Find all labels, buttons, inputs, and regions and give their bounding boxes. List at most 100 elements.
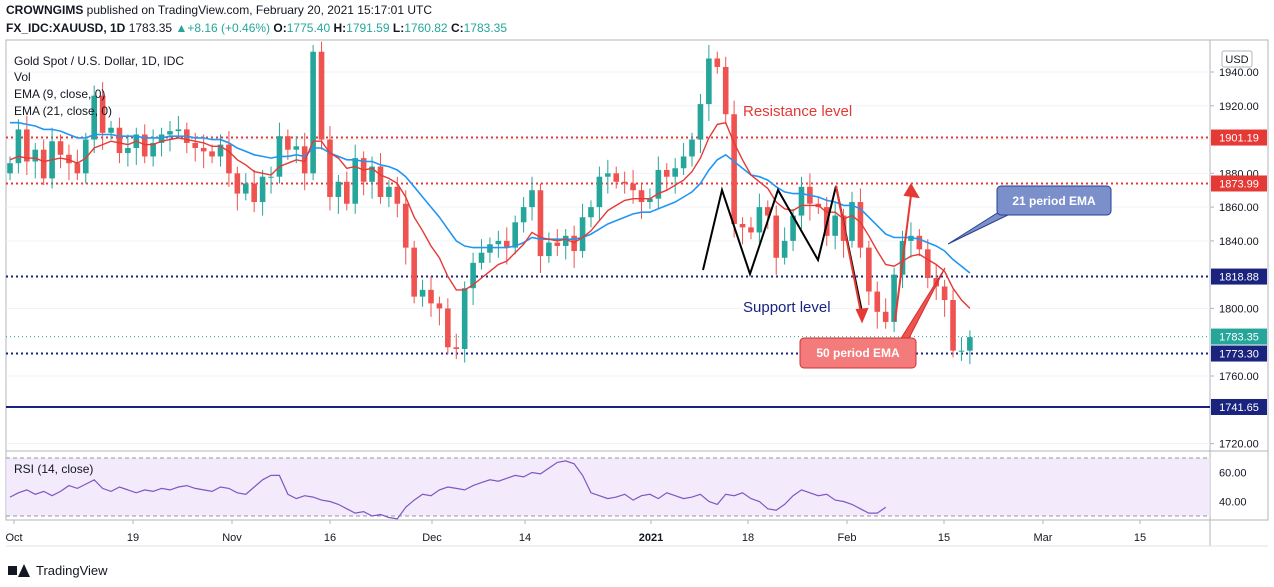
candle-body bbox=[529, 190, 535, 208]
candle-body bbox=[697, 104, 704, 140]
candle-body bbox=[874, 291, 881, 312]
price-tick: 1920.00 bbox=[1219, 101, 1259, 113]
candle-body bbox=[739, 224, 746, 228]
candle-body bbox=[562, 235, 569, 246]
price-label-box bbox=[1211, 345, 1267, 362]
ema50-pointer bbox=[899, 267, 946, 345]
candle-body bbox=[125, 148, 131, 154]
price-label: 1783.35 bbox=[1219, 332, 1259, 344]
rsi-panel bbox=[6, 457, 1210, 517]
candle-body bbox=[832, 215, 838, 236]
candle-body bbox=[7, 163, 13, 174]
candle-body bbox=[74, 163, 81, 174]
rsi-line bbox=[9, 460, 887, 520]
candle-body bbox=[756, 207, 763, 233]
candle-body bbox=[512, 222, 518, 248]
rsi-polyline bbox=[9, 460, 887, 520]
price-tick: 1840.00 bbox=[1219, 236, 1259, 248]
ema9-line bbox=[9, 121, 971, 309]
candle-body bbox=[613, 173, 620, 182]
candle-body bbox=[596, 176, 603, 208]
candle-body bbox=[344, 181, 350, 204]
candle-body bbox=[655, 169, 662, 199]
candle-body bbox=[352, 158, 359, 204]
candle-body bbox=[621, 181, 628, 184]
publish-info: CROWNGIMS published on TradingView.com, … bbox=[6, 3, 432, 18]
candle-body bbox=[268, 176, 274, 178]
candle-body bbox=[24, 129, 30, 162]
close-value: 1783.35 bbox=[463, 21, 508, 35]
high-label: H: bbox=[333, 21, 347, 35]
candle-body bbox=[386, 186, 392, 197]
price-tick: 1860.00 bbox=[1219, 202, 1259, 214]
time-tick: 18 bbox=[742, 532, 754, 544]
ema50-callout-text: 50 period EMA bbox=[816, 346, 900, 360]
price-label-box bbox=[1211, 129, 1267, 146]
candle-body bbox=[680, 156, 687, 169]
candle-body bbox=[402, 203, 409, 248]
candle-body bbox=[722, 66, 729, 115]
candle-body bbox=[781, 240, 788, 258]
candle-body bbox=[369, 166, 375, 182]
price-label: 1901.19 bbox=[1219, 133, 1259, 145]
last-price: 1783.35 bbox=[128, 21, 173, 35]
price-label-box bbox=[1211, 398, 1267, 415]
price-label: 1818.88 bbox=[1219, 272, 1259, 284]
ema21-callout-text: 21 period EMA bbox=[1012, 194, 1096, 208]
rsi-tick: 40.00 bbox=[1219, 497, 1247, 509]
candle-body bbox=[15, 129, 22, 164]
candle-body bbox=[150, 142, 156, 157]
price-change-icon: ▲ bbox=[175, 21, 188, 35]
candle-body bbox=[82, 139, 89, 174]
candle-body bbox=[32, 149, 39, 162]
candle-body bbox=[638, 190, 645, 203]
ohlc-line: FX_IDC:XAUUSD, 1D 1783.35 ▲+8.16 (+0.46%… bbox=[6, 21, 507, 36]
price-label-box bbox=[1211, 268, 1267, 285]
candle-body bbox=[116, 127, 123, 154]
time-tick: 15 bbox=[1134, 532, 1146, 544]
resistance-label: Resistance level bbox=[743, 103, 852, 120]
candle-body bbox=[849, 202, 855, 241]
candle-body bbox=[663, 169, 670, 177]
open-value: 1775.40 bbox=[286, 21, 331, 35]
time-axis: Oct 19 Nov 16 Dec 14 2021 18 Feb 15 Mar 15 bbox=[5, 520, 1146, 544]
ema-lines bbox=[9, 121, 971, 309]
candle-body bbox=[478, 252, 485, 263]
zigzag-pattern bbox=[894, 194, 912, 322]
price-tick: 1760.00 bbox=[1219, 371, 1259, 383]
time-tick: 16 bbox=[324, 532, 336, 544]
time-tick: 15 bbox=[938, 532, 950, 544]
candle-body bbox=[461, 288, 468, 349]
candle-body bbox=[916, 235, 923, 250]
price-label: 1873.99 bbox=[1219, 178, 1259, 190]
candle-body bbox=[866, 247, 872, 292]
time-tick: 2021 bbox=[639, 532, 663, 544]
footer: TradingView bbox=[8, 561, 108, 579]
candle-body bbox=[882, 311, 889, 322]
candle-body bbox=[91, 95, 97, 140]
price-tick: 1940.00 bbox=[1219, 67, 1259, 79]
ema21-legend: EMA (21, close, 0) bbox=[14, 104, 112, 118]
support-label: Support level bbox=[743, 299, 831, 316]
candle-body bbox=[158, 134, 165, 143]
candle-body bbox=[647, 198, 653, 203]
candle-body bbox=[436, 303, 443, 309]
candle-body bbox=[318, 51, 325, 140]
candle-body bbox=[445, 308, 451, 348]
candle-body bbox=[571, 235, 577, 252]
candle-body bbox=[857, 202, 864, 248]
candle-body bbox=[428, 289, 434, 304]
candle-body bbox=[798, 186, 805, 216]
vol-legend: Vol bbox=[14, 70, 31, 84]
candle-body bbox=[487, 244, 493, 253]
time-tick: Mar bbox=[1034, 532, 1053, 544]
candle-body bbox=[765, 207, 771, 216]
arrow-up-head bbox=[903, 183, 920, 199]
candle-body bbox=[394, 186, 401, 204]
candle-body bbox=[579, 217, 586, 252]
candle-body bbox=[748, 227, 754, 233]
candle-body bbox=[520, 207, 527, 223]
candle-body bbox=[217, 144, 224, 157]
candle-body bbox=[99, 95, 106, 133]
